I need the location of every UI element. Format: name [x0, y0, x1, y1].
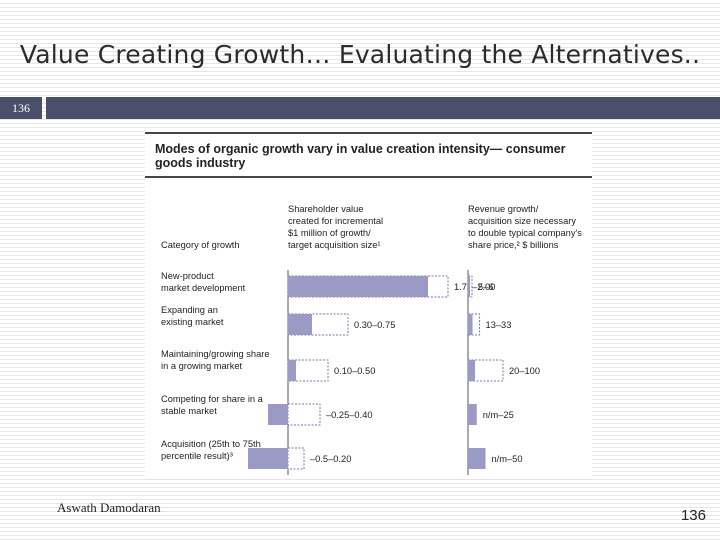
category-header: Category of growth — [161, 240, 240, 250]
series-2-header: Revenue growth/ acquisition size necessa… — [468, 203, 582, 251]
slide-number-badge: 136 — [0, 97, 42, 119]
series-2-value-label: 5–6 — [478, 282, 494, 292]
series-1-range-bar — [288, 276, 428, 297]
series-1-value-label: –0.25–0.40 — [326, 410, 373, 420]
series-1-header-line: Shareholder value — [288, 204, 364, 214]
series-2-header-line: acquisition size necessary — [468, 216, 576, 226]
category-label-0: New-product market development — [161, 270, 245, 294]
page-number: 136 — [680, 507, 706, 524]
title-bar — [46, 97, 720, 119]
series-1-range-bar — [288, 314, 312, 335]
series-2-range-bar — [468, 404, 477, 425]
author-footer: Aswath Damodaran — [57, 500, 161, 515]
series-2-header-line: to double typical company's — [468, 228, 582, 238]
series-1-value-label: –0.5–0.20 — [310, 454, 351, 464]
category-label-line: Maintaining/growing share — [161, 349, 270, 359]
series-2-value-label: n/m–25 — [483, 410, 514, 420]
category-label-line: in a growing market — [161, 361, 243, 371]
range-bars-plot: 1.75–2.00 0.30–0.75 0.10–0.50 –0.25–0.40 –0.… — [248, 270, 540, 475]
series-1-range-bar — [248, 448, 288, 469]
series-2-range-bar — [468, 360, 475, 381]
series-2-range-outline — [467, 313, 481, 336]
series-1-range-outline — [287, 447, 305, 470]
series-1-value-label: 1.75–2.00 — [454, 282, 495, 292]
category-label-line: stable market — [161, 406, 217, 416]
category-label-line: Acquisition (25th to 75th — [161, 439, 261, 449]
series-1-header-line: target acquisition size¹ — [288, 240, 381, 250]
series-2-header-line: share price,² $ billions — [468, 240, 559, 250]
series-1-range-bar — [268, 404, 288, 425]
chart-title: Modes of organic growth vary in value cr… — [155, 142, 566, 170]
series-2-value-label: 20–100 — [509, 366, 540, 376]
series-2-value-label: 13–33 — [486, 320, 512, 330]
series-2-range-bar — [468, 314, 473, 335]
series-1-value-label: 0.10–0.50 — [334, 366, 375, 376]
series-1-range-outline — [287, 359, 329, 382]
series-2-range-bar — [468, 448, 486, 469]
category-label-line: existing market — [161, 317, 224, 327]
series-1-range-bar — [288, 360, 296, 381]
category-label-2: Maintaining/growing share in a growing m… — [161, 348, 270, 372]
series-2-value-label: n/m–50 — [492, 454, 523, 464]
category-label-3: Competing for share in a stable market — [161, 393, 263, 417]
category-label-line: New-product — [161, 271, 214, 281]
series-1-value-label: 0.30–0.75 — [354, 320, 395, 330]
series-2-range-bar — [468, 276, 470, 297]
category-label-line: market development — [161, 283, 246, 293]
category-label-4: Acquisition (25th to 75th percentile res… — [161, 438, 261, 462]
category-label-1: Expanding an existing market — [161, 304, 224, 328]
chart-panel: Modes of organic growth vary in value cr… — [145, 128, 592, 478]
slide-title: Value Creating Growth… Evaluating the Al… — [19, 40, 701, 69]
series-1-header: Shareholder value created for incrementa… — [288, 203, 383, 251]
top-rule — [145, 132, 592, 134]
series-1-header-line: $1 million of growth/ — [288, 228, 371, 238]
series-1-range-outline — [287, 403, 321, 426]
category-label-line: percentile result)³ — [161, 451, 233, 461]
category-label-line: Expanding an — [161, 305, 218, 315]
series-1-header-line: created for incremental — [288, 216, 384, 226]
category-label-line: Competing for share in a — [161, 394, 263, 404]
title-rule — [145, 176, 592, 178]
series-2-header-line: Revenue growth/ — [468, 204, 539, 214]
